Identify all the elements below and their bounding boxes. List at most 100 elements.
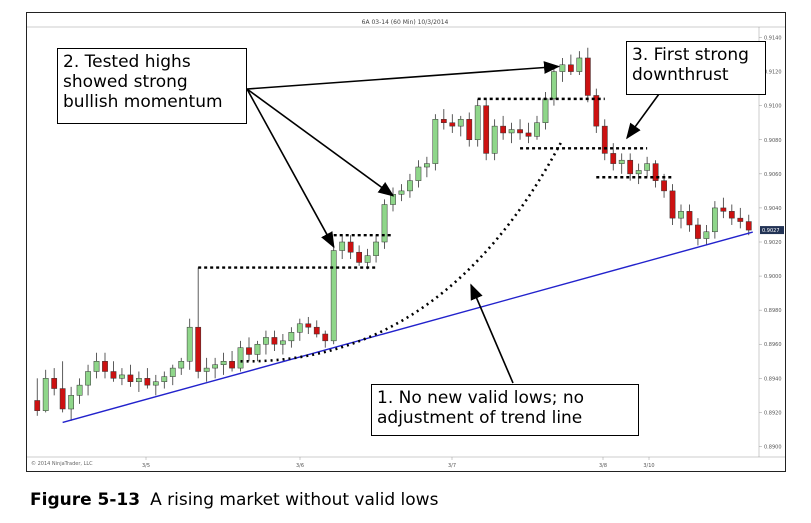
y-tick-label: 0.8920 [764, 410, 782, 416]
candle [237, 340, 244, 372]
candle-body [720, 207, 727, 212]
candle-body [424, 163, 430, 168]
candle [322, 330, 329, 348]
candle [703, 224, 710, 246]
candle [68, 386, 74, 421]
candle-body [669, 190, 676, 219]
candle [220, 352, 227, 375]
candle-body [280, 340, 286, 345]
arrow-tested-high-3 [246, 61, 561, 90]
candle-body [474, 105, 481, 141]
candle-body [652, 163, 659, 181]
y-tick-label: 0.9040 [764, 206, 782, 212]
callout-no-valid-lows: 1. No new valid lows; no adjustment of t… [371, 384, 639, 436]
callout-downthrust: 3. First strong downthrust [626, 41, 766, 95]
y-tick-label: 0.9100 [764, 104, 782, 110]
candle-body [186, 326, 193, 362]
y-tick-label: 0.9140 [764, 36, 782, 42]
candle-body [76, 384, 83, 396]
candle [534, 115, 540, 140]
candle-body [610, 153, 617, 164]
candle-body [178, 361, 185, 369]
candle [745, 214, 752, 236]
candle-body [525, 132, 532, 137]
candle [601, 119, 608, 161]
trend-line [62, 231, 753, 424]
candle [356, 245, 362, 266]
candle [169, 364, 176, 386]
candle [144, 368, 151, 389]
candle-body [161, 376, 168, 382]
candle [728, 204, 735, 225]
candle-body [432, 119, 439, 164]
candle-body [440, 119, 447, 123]
y-tick-label: 0.9000 [764, 274, 782, 280]
figure-label: Figure 5-13 [30, 490, 141, 510]
candle [203, 357, 210, 382]
candle-body [68, 395, 74, 410]
candle [618, 153, 625, 174]
candle [483, 98, 490, 161]
candle-body [457, 119, 464, 127]
candle [34, 378, 41, 416]
candles [34, 47, 752, 421]
x-axis: 3/5 3/6 3/7 3/8 3/10 [142, 457, 655, 469]
candle [51, 368, 58, 396]
candle [136, 371, 142, 392]
candle [373, 235, 379, 263]
candle-body [745, 221, 752, 231]
y-tick-label: 0.8980 [764, 308, 782, 314]
momentum-curve [240, 139, 564, 363]
candle [263, 330, 269, 355]
candle-body [364, 255, 371, 263]
candle-body [237, 347, 244, 369]
candle-body [559, 64, 566, 72]
copyright-label: © 2014 NinjaTrader, LLC [31, 460, 93, 467]
candle [102, 352, 108, 379]
chart-title: 6A 03-14 (60 Min) 10/3/2014 [362, 19, 449, 26]
y-axis: 0.9140 0.9120 0.9100 0.9080 0.9060 0.9040 0.90… [759, 36, 784, 450]
candle [381, 199, 388, 249]
candle [635, 163, 642, 185]
candle-body [483, 105, 490, 154]
candle-body [85, 371, 91, 386]
candle-body [661, 180, 667, 192]
x-tick-label: 3/6 [296, 463, 304, 469]
candle [627, 153, 634, 181]
candle-body [152, 381, 159, 386]
candle-body [601, 125, 608, 154]
figure-caption-text: A rising market without valid lows [150, 490, 439, 510]
candle [280, 334, 286, 355]
candle-body [551, 71, 557, 100]
callout-tested-highs: 2. Tested highs showed strong bullish mo… [57, 48, 247, 124]
candle-body [322, 333, 329, 342]
candle [686, 204, 693, 232]
x-tick-label: 3/8 [599, 463, 607, 469]
candle-body [93, 361, 100, 372]
candle [695, 218, 701, 246]
candle-body [271, 337, 278, 345]
y-tick-label: 0.9060 [764, 172, 782, 178]
candle-body [144, 378, 151, 386]
candle [466, 112, 473, 147]
candle [229, 351, 235, 372]
candle [246, 337, 252, 362]
candle-body [542, 98, 549, 123]
candle [652, 160, 659, 188]
candle-body [593, 95, 600, 127]
candle [339, 235, 346, 260]
candle [457, 115, 464, 137]
candle-body [390, 194, 396, 205]
candle [212, 357, 218, 379]
candle [42, 369, 49, 413]
candle-body [212, 364, 218, 369]
candle-body [415, 166, 422, 181]
candle-body [42, 378, 49, 411]
candle-body [296, 323, 303, 333]
candle [525, 122, 532, 144]
candle [390, 187, 396, 212]
candle-body [491, 125, 498, 154]
candle [186, 318, 193, 370]
candle [517, 119, 523, 140]
candle-body [347, 241, 354, 253]
